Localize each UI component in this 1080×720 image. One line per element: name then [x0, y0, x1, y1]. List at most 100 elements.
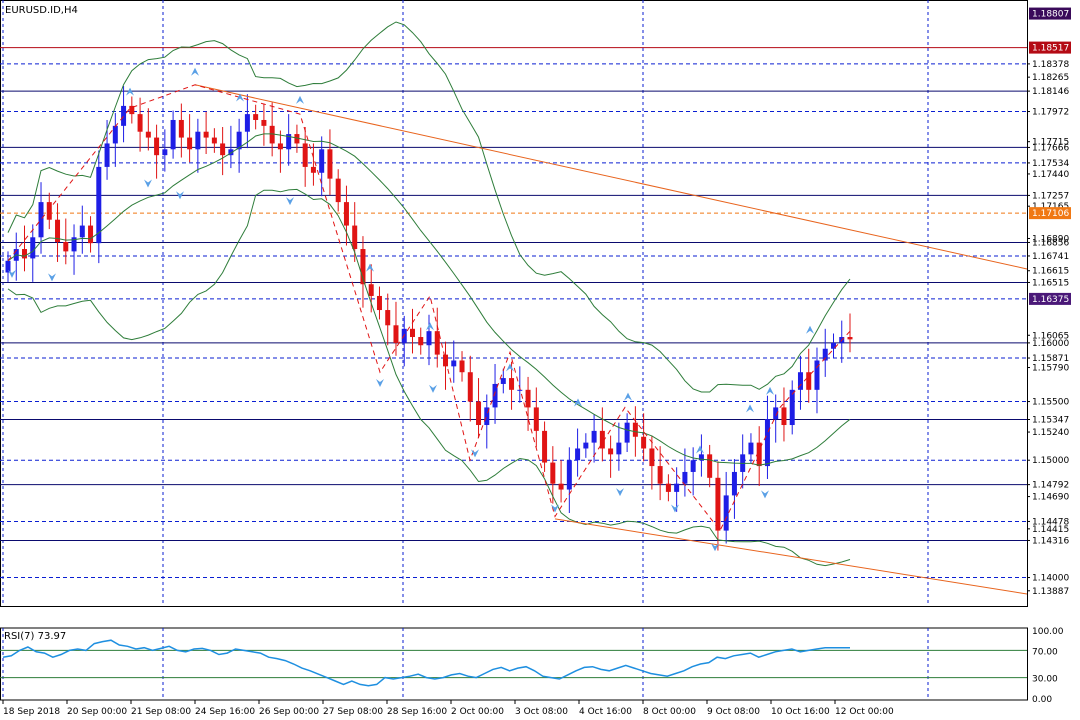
candle-body	[368, 284, 374, 296]
time-label: 3 Oct 08:00	[515, 707, 568, 717]
price-label: 1.14316	[1032, 536, 1069, 546]
price-label: 1.16741	[1032, 252, 1069, 262]
price-label-box	[1029, 41, 1071, 54]
price-label: 1.13887	[1032, 587, 1069, 597]
candle-body	[55, 219, 61, 242]
time-label: 28 Sep 16:00	[387, 707, 447, 717]
fractal-up-marker	[126, 87, 134, 96]
candle-body	[393, 325, 399, 343]
candle-body	[781, 407, 787, 426]
rsi-line	[2, 639, 850, 687]
price-label: 1.15871	[1032, 354, 1069, 364]
candle-body	[236, 131, 242, 150]
price-label: 1.17715	[1032, 138, 1069, 148]
time-label: 12 Oct 00:00	[835, 707, 894, 717]
candle-body	[682, 471, 688, 484]
candle-body	[310, 166, 316, 173]
fractal-down-marker	[471, 449, 479, 458]
price-label-box	[1029, 207, 1071, 220]
price-label-box	[1029, 7, 1071, 20]
price-label: 1.15000	[1032, 456, 1069, 466]
rsi-plot-frame	[0, 627, 1028, 701]
candle-body	[162, 149, 168, 156]
candle-body	[484, 407, 490, 426]
candle-body	[764, 419, 770, 467]
price-label: 1.16515	[1032, 278, 1069, 288]
candle-body	[789, 389, 795, 426]
candle-body	[187, 137, 193, 150]
fractal-up-marker	[296, 95, 304, 104]
price-label: 1.18517	[1032, 44, 1069, 54]
bollinger-upper-line	[7, 21, 851, 393]
candle-body	[129, 105, 135, 115]
price-label: 1.14000	[1032, 574, 1069, 584]
price-label: 1.17106	[1032, 209, 1069, 219]
fractal-up-marker	[236, 93, 244, 102]
candle-body	[360, 249, 366, 285]
candle-body	[542, 430, 548, 463]
candle-body	[632, 422, 638, 437]
candle-body	[79, 225, 85, 238]
time-label: 24 Sep 16:00	[195, 707, 255, 717]
fractal-down-marker	[176, 191, 184, 200]
candle-body	[294, 134, 300, 144]
candle-body	[418, 337, 424, 346]
fractal-up-marker	[696, 445, 704, 454]
candle-body	[748, 442, 754, 455]
price-label: 1.16375	[1032, 295, 1069, 305]
candle-body	[137, 114, 143, 132]
price-label: 1.14415	[1032, 525, 1069, 535]
rsi-y-label: 0.00	[1032, 695, 1052, 705]
candle-body	[30, 237, 36, 259]
candle-body	[302, 143, 308, 167]
candle-body	[756, 442, 762, 467]
candle-body	[46, 202, 52, 220]
candle-body	[71, 237, 77, 252]
fractal-up-marker	[624, 392, 632, 401]
fractal-up-marker	[506, 363, 514, 372]
candle-body	[731, 471, 737, 496]
candle-body	[773, 407, 779, 420]
time-label: 21 Sep 08:00	[131, 707, 191, 717]
candle-body	[608, 448, 614, 455]
candle-body	[63, 241, 69, 252]
candle-body	[641, 436, 647, 449]
candle-body	[599, 430, 605, 449]
time-label: 20 Sep 00:00	[67, 707, 127, 717]
candle-body	[154, 137, 160, 156]
candle-body	[517, 389, 523, 391]
price-label: 1.18146	[1032, 87, 1069, 97]
candle-body	[492, 383, 498, 408]
candle-body	[624, 422, 630, 443]
fractal-up-marker	[426, 322, 434, 331]
bollinger-lower-line	[7, 188, 851, 567]
candle-body	[797, 372, 803, 390]
fractal-down-marker	[671, 504, 679, 513]
price-label: 1.15790	[1032, 364, 1069, 374]
fractal-down-marker	[551, 504, 559, 513]
candle-body	[426, 331, 432, 346]
candle-body	[376, 295, 382, 311]
candle-body	[145, 131, 151, 138]
time-label: 8 Oct 00:00	[643, 707, 696, 717]
fractal-up-marker	[574, 398, 582, 407]
candle-body	[178, 119, 184, 138]
support-trendline	[554, 518, 1028, 595]
candle-body	[707, 454, 713, 478]
candle-body	[112, 125, 118, 144]
price-label: 1.16000	[1032, 339, 1069, 349]
fractal-down-marker	[429, 384, 437, 393]
rsi-y-label: 30.00	[1032, 675, 1058, 685]
candle-body	[385, 310, 391, 326]
candle-body	[591, 430, 597, 443]
candle-body	[500, 378, 506, 384]
candle-body	[38, 202, 44, 238]
candle-body	[830, 342, 836, 349]
fractal-up-marker	[746, 404, 754, 413]
candle-body	[261, 119, 267, 126]
candle-body	[319, 149, 325, 173]
fractal-up-marker	[806, 325, 814, 334]
candle-body	[583, 442, 589, 449]
price-label: 1.17972	[1032, 108, 1069, 118]
